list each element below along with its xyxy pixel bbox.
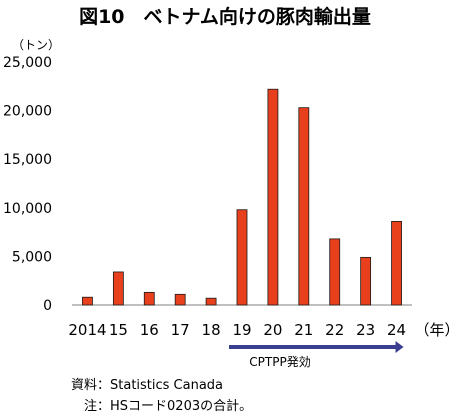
bar-22 [329,238,341,306]
source-note: 資料：Statistics Canada [71,378,223,393]
footnote: 注：HSコード0203の合計。 [84,398,252,414]
cptpp-arrow-head [395,341,404,353]
x-tick-label: 16 [140,321,159,339]
bar-16 [143,291,155,306]
y-tick-label: 5,000 [12,249,52,265]
bar-24 [391,221,402,306]
x-tick-label: 20 [263,321,282,339]
bar-21 [298,107,310,306]
y-tick-label: 15,000 [3,152,52,168]
x-axis-ticks: 2014 15 16 17 18 19 20 21 22 23 24 [68,321,406,339]
bar-15 [112,271,124,306]
x-tick-label: 18 [202,321,221,339]
y-tick-label: 10,000 [3,201,52,217]
y-tick-label: 25,000 [3,55,52,71]
x-tick-label: 23 [356,321,375,339]
x-tick-label: 2014 [68,321,106,339]
cptpp-annotation: CPTPP発効 [229,341,404,369]
y-unit-label: （トン） [12,38,60,52]
x-tick-label: 21 [294,321,313,339]
x-tick-label: 17 [171,321,190,339]
x-tick-label: 19 [232,321,251,339]
x-tick-label: 22 [325,321,344,339]
bar-20 [267,88,279,306]
chart-title: 図10 ベトナム向けの豚肉輸出量 [79,5,371,28]
x-unit-label: （年） [414,321,450,339]
y-axis-ticks: 0 5,000 10,000 15,000 20,000 25,000 [3,55,52,314]
bar-17 [174,293,186,306]
bar-23 [360,256,372,306]
x-tick-label: 15 [109,321,128,339]
bar-18 [205,297,217,306]
bars [82,88,402,306]
bar-19 [236,209,248,306]
x-tick-label: 24 [387,321,406,339]
cptpp-label: CPTPP発効 [249,354,310,369]
bar-2014 [82,296,93,306]
y-tick-label: 20,000 [3,104,52,120]
y-tick-label: 0 [43,298,52,314]
